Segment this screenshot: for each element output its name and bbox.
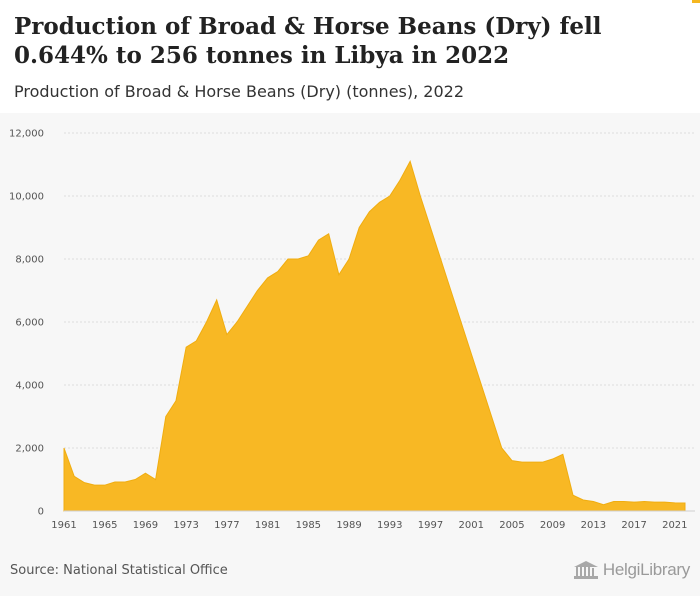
x-tick-label: 1989 [336,520,361,531]
x-tick-label: 1961 [51,520,76,531]
x-axis-labels: 1961 1965 1969 1973 1977 1981 1985 1989 1993 1997… [51,520,687,531]
x-tick-label: 1993 [377,520,402,531]
x-tick-label: 1981 [255,520,280,531]
y-tick-label: 12,000 [9,129,44,140]
y-tick-label: 6,000 [15,318,44,329]
x-tick-label: 1985 [296,520,321,531]
header: Production of Broad & Horse Beans (Dry) … [0,0,700,113]
x-tick-label: 2009 [540,520,565,531]
area-series [63,160,695,512]
production-area [63,160,686,512]
y-tick-label: 0 [38,507,44,518]
source-note: Source: National Statistical Office [10,563,228,578]
y-tick-label: 2,000 [15,444,44,455]
accent-bar [692,0,700,3]
chart-subtitle: Production of Broad & Horse Beans (Dry) … [14,82,465,101]
x-tick-label: 1977 [214,520,239,531]
footer: Source: National Statistical Office Helg… [0,542,700,596]
x-tick-label: 2013 [581,520,606,531]
helgi-library-logo[interactable]: HelgiLibrary [573,559,690,581]
y-tick-label: 10,000 [9,192,44,203]
x-tick-label: 1997 [418,520,443,531]
x-tick-label: 1969 [133,520,158,531]
x-tick-label: 2005 [499,520,524,531]
x-tick-label: 2017 [621,520,646,531]
y-tick-label: 8,000 [15,255,44,266]
x-tick-label: 2001 [458,520,483,531]
logo-text: HelgiLibrary [602,560,690,579]
y-tick-label: 4,000 [15,381,44,392]
y-axis-labels: 0 2,000 4,000 6,000 8,000 10,000 12,000 [9,129,44,518]
x-tick-label: 2021 [662,520,687,531]
x-tick-label: 1965 [92,520,117,531]
library-building-icon [573,561,598,579]
page-title: Production of Broad & Horse Beans (Dry) … [14,13,602,69]
x-tick-label: 1973 [173,520,198,531]
